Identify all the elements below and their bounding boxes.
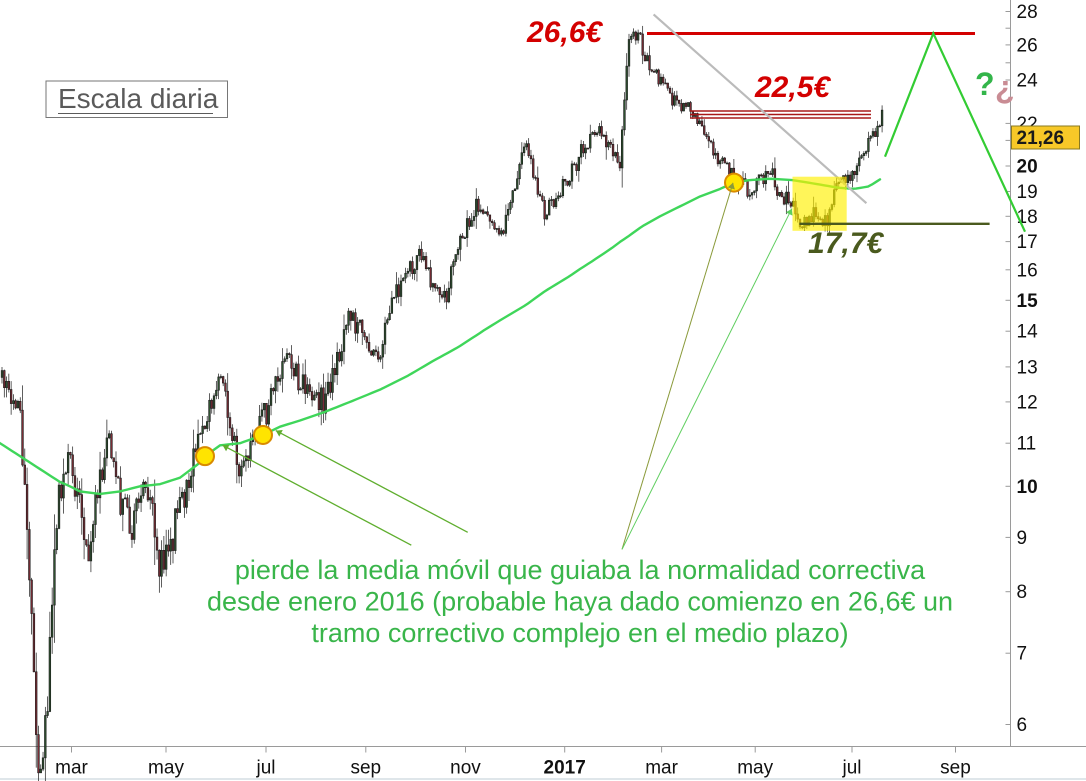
svg-text:17,7€: 17,7€ bbox=[808, 227, 884, 260]
svg-text:nov: nov bbox=[450, 758, 481, 779]
svg-text:?: ? bbox=[975, 66, 995, 102]
svg-text:7: 7 bbox=[1017, 644, 1028, 665]
svg-text:24: 24 bbox=[1017, 71, 1039, 92]
svg-text:may: may bbox=[737, 758, 773, 779]
svg-text:mar: mar bbox=[645, 758, 678, 779]
svg-text:2017: 2017 bbox=[544, 758, 586, 779]
svg-text:tramo correctivo complejo en e: tramo correctivo complejo en el medio pl… bbox=[311, 618, 848, 648]
svg-text:26: 26 bbox=[1017, 35, 1038, 56]
svg-text:28: 28 bbox=[1017, 2, 1038, 23]
svg-text:8: 8 bbox=[1017, 582, 1028, 603]
svg-text:¿: ¿ bbox=[995, 69, 1015, 105]
svg-text:10: 10 bbox=[1017, 477, 1038, 498]
svg-text:26,6€: 26,6€ bbox=[526, 16, 603, 49]
svg-text:sep: sep bbox=[350, 758, 381, 779]
svg-text:desde enero 2016 (probable hay: desde enero 2016 (probable haya dado com… bbox=[207, 587, 953, 617]
svg-text:may: may bbox=[148, 758, 184, 779]
svg-text:sep: sep bbox=[940, 758, 971, 779]
svg-text:17: 17 bbox=[1017, 232, 1038, 253]
svg-text:21,26: 21,26 bbox=[1017, 128, 1065, 149]
svg-text:15: 15 bbox=[1017, 291, 1039, 312]
svg-text:13: 13 bbox=[1017, 357, 1038, 378]
svg-text:11: 11 bbox=[1017, 434, 1037, 455]
svg-text:9: 9 bbox=[1017, 528, 1028, 549]
svg-text:12: 12 bbox=[1017, 392, 1038, 413]
svg-text:18: 18 bbox=[1017, 207, 1038, 228]
svg-text:pierde la media móvil que guia: pierde la media móvil que guiaba la norm… bbox=[235, 555, 926, 585]
svg-text:mar: mar bbox=[55, 758, 88, 779]
svg-text:22,5€: 22,5€ bbox=[754, 71, 831, 104]
svg-text:jul: jul bbox=[255, 758, 275, 779]
svg-text:jul: jul bbox=[841, 758, 861, 779]
svg-text:19: 19 bbox=[1017, 182, 1038, 203]
svg-text:6: 6 bbox=[1017, 715, 1028, 736]
svg-text:14: 14 bbox=[1017, 322, 1039, 343]
svg-text:20: 20 bbox=[1017, 157, 1038, 178]
svg-text:Escala diaria: Escala diaria bbox=[58, 83, 219, 114]
svg-text:16: 16 bbox=[1017, 260, 1038, 281]
